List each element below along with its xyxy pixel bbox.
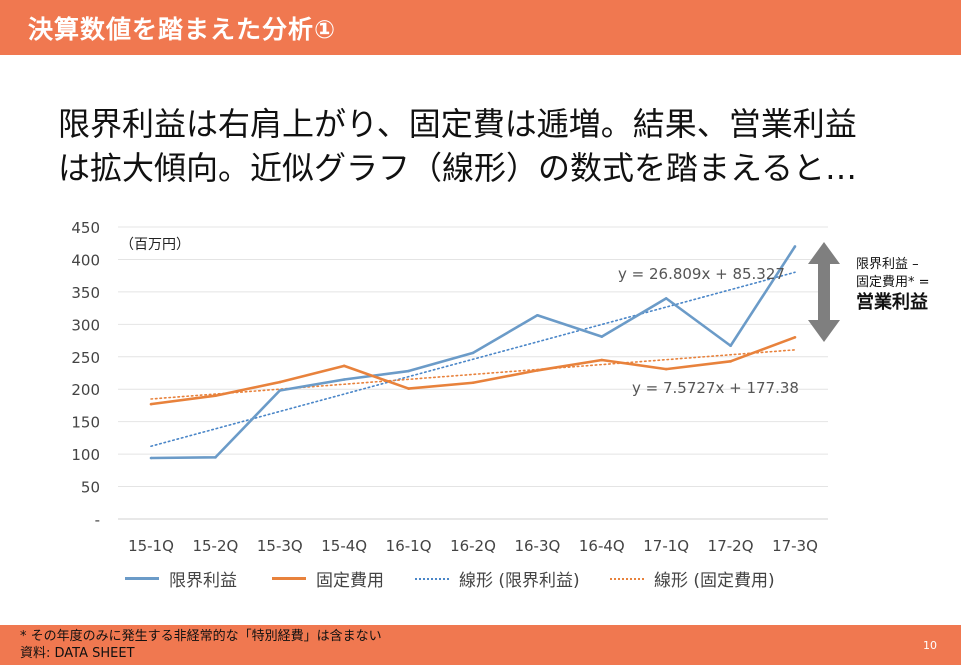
x-tick-label: 15-2Q: [192, 537, 238, 555]
x-tick-label: 15-4Q: [321, 537, 367, 555]
source-note: 資料: DATA SHEET: [20, 646, 135, 661]
data-point: [214, 456, 217, 459]
y-tick-label: 150: [71, 414, 100, 432]
data-point: [407, 387, 410, 390]
data-point: [600, 335, 604, 338]
x-tick-label: 15-1Q: [128, 537, 174, 555]
data-point: [536, 313, 539, 317]
y-tick-label: 450: [71, 219, 100, 237]
y-tick-label: 300: [71, 316, 100, 334]
legend-item-trend-marginal: 線形 (限界利益): [415, 566, 580, 591]
headline-line-2: は拡大傾向。近似グラフ（線形）の数式を踏まえると…: [58, 149, 858, 187]
headline-line-1: 限界利益は右肩上がり、固定費は逓増。結果、営業利益: [58, 105, 857, 143]
legend-label-marginal-profit: 限界利益: [169, 571, 237, 591]
data-point: [471, 381, 475, 385]
operating-profit-note: 限界利益 – 固定費用* = 営業利益: [856, 256, 961, 312]
legend-item-marginal-profit: 限界利益: [125, 566, 237, 591]
legend-label-trend-marginal: 線形 (限界利益): [459, 571, 580, 591]
footer-notes: * その年度のみに発生する非経常的な「特別経費」は含まない 資料: DATA S…: [20, 628, 382, 662]
footer-bar: * その年度のみに発生する非経常的な「特別経費」は含まない 資料: DATA S…: [0, 625, 961, 665]
data-point: [600, 358, 604, 362]
data-point: [793, 245, 797, 248]
side-note-line-2: 固定費用* =: [856, 275, 930, 290]
y-tick-label: 200: [71, 381, 100, 399]
y-tick-label: 100: [71, 446, 100, 464]
data-point: [729, 344, 732, 348]
data-point: [214, 394, 217, 398]
header-bar: 決算数値を踏まえた分析①: [0, 0, 961, 55]
y-tick-label: 400: [71, 251, 100, 269]
x-tick-label: 15-3Q: [257, 537, 303, 555]
legend-item-fixed-cost: 固定費用: [272, 566, 384, 591]
data-point: [664, 297, 668, 300]
y-tick-label: -: [95, 511, 100, 529]
x-tick-label: 16-2Q: [450, 537, 496, 555]
trend-equation: y = 26.809x + 85.327: [618, 265, 785, 283]
legend-label-fixed-cost: 固定費用: [316, 571, 384, 591]
x-tick-label: 17-3Q: [772, 537, 818, 555]
side-note-result: 営業利益: [856, 292, 928, 313]
data-point: [407, 369, 410, 373]
y-tick-label: 250: [71, 349, 100, 367]
x-tick-label: 16-1Q: [386, 537, 432, 555]
trend-equation: y = 7.5727x + 177.38: [632, 379, 799, 397]
legend-swatch-fixed-cost: [272, 577, 306, 580]
trendline: [150, 271, 796, 448]
data-point: [729, 360, 732, 363]
data-point: [536, 369, 539, 372]
unit-label: （百万円）: [120, 237, 190, 253]
y-tick-label: 350: [71, 284, 100, 302]
legend-label-trend-fixed: 線形 (固定費用): [654, 571, 775, 591]
legend-item-trend-fixed: 線形 (固定費用): [610, 566, 775, 591]
slide-title: 決算数値を踏まえた分析①: [28, 15, 337, 44]
legend-swatch-trend-marginal: [415, 577, 449, 580]
data-point: [793, 336, 797, 339]
x-tick-label: 16-3Q: [514, 537, 560, 555]
legend-swatch-marginal-profit: [125, 577, 159, 580]
x-tick-label: 17-2Q: [708, 537, 754, 555]
page-number: 10: [923, 639, 937, 652]
data-point: [149, 456, 153, 460]
data-point: [342, 364, 346, 368]
data-point: [471, 351, 475, 355]
data-point: [149, 402, 153, 406]
y-tick-label: 50: [81, 479, 100, 497]
data-point: [278, 380, 282, 384]
x-tick-label: 17-1Q: [643, 537, 689, 555]
headline: 限界利益は右肩上がり、固定費は逓増。結果、営業利益 は拡大傾向。近似グラフ（線形…: [58, 102, 938, 190]
side-note-line-1: 限界利益 –: [856, 257, 919, 272]
footnote: * その年度のみに発生する非経常的な「特別経費」は含まない: [20, 629, 382, 644]
trendline: [150, 349, 796, 400]
data-point: [278, 389, 282, 392]
data-point: [664, 367, 668, 371]
legend-swatch-trend-fixed: [610, 577, 644, 580]
data-point: [342, 378, 346, 381]
x-tick-label: 16-4Q: [579, 537, 625, 555]
double-arrow-icon: [808, 242, 840, 342]
